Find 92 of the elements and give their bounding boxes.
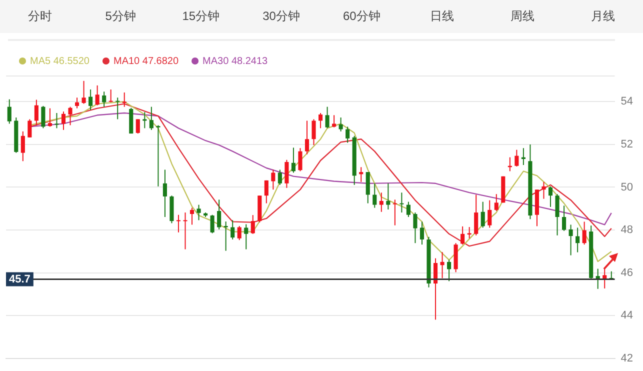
y-tick-label: 54 (620, 96, 634, 108)
candlestick (34, 99, 38, 126)
candlestick (149, 106, 154, 130)
text: 60分钟 (342, 8, 382, 25)
candlestick (54, 112, 59, 129)
y-tick-label: 52 (620, 138, 634, 150)
candlestick (244, 224, 248, 250)
candlestick (494, 194, 498, 212)
candlestick (230, 220, 235, 240)
y-tick-label: 46 (620, 266, 634, 279)
candlestick (440, 252, 444, 279)
candlestick (28, 118, 32, 138)
candlestick (278, 169, 282, 186)
ref-line-label: 45.7 (9, 273, 30, 286)
candlestick (555, 194, 560, 236)
candlestick (568, 224, 573, 256)
candlestick (224, 220, 228, 252)
candlestick (196, 204, 201, 221)
candlestick (190, 207, 194, 226)
candlestick (467, 226, 472, 239)
candlestick (346, 126, 350, 144)
y-tick-label: 42 (620, 352, 634, 364)
candlestick (7, 98, 12, 124)
candlestick (338, 117, 343, 132)
text: 30分钟 (262, 8, 301, 25)
candlestick (20, 130, 25, 162)
candlestick (136, 118, 140, 134)
candlestick (88, 88, 93, 111)
text: 5分钟 (104, 8, 137, 25)
text: 15分钟 (181, 8, 221, 25)
candlestick (379, 192, 384, 212)
legend-label: MA30 48.2413 (202, 56, 268, 67)
candlestick (237, 225, 242, 241)
candlestick (304, 120, 310, 155)
candlestick (514, 149, 519, 167)
candlestick (386, 182, 390, 210)
candlestick (460, 226, 465, 246)
candlestick (95, 84, 100, 106)
candlestick (61, 111, 66, 130)
candlestick (582, 221, 586, 246)
candlestick (480, 201, 485, 228)
candlestick (447, 259, 452, 282)
candlestick (74, 97, 80, 109)
y-tick-label: 48 (620, 224, 634, 236)
candlestick (291, 147, 296, 174)
candlestick (413, 212, 418, 244)
candlestick (366, 172, 370, 204)
y-tick-label: 50 (620, 181, 634, 194)
text: 周线 (509, 8, 536, 25)
candlestick (332, 114, 336, 128)
candlestick (542, 181, 546, 200)
candlestick (562, 205, 566, 232)
candlestick (142, 112, 147, 129)
candlestick (82, 80, 86, 104)
candlestick (392, 199, 397, 226)
candlestick (176, 214, 181, 233)
candlestick (162, 169, 167, 218)
y-tick-label: 44 (620, 310, 634, 322)
candlestick (250, 214, 255, 234)
candlestick (271, 169, 276, 190)
legend-label: MA5 46.5520 (30, 56, 90, 67)
candlestick (420, 221, 424, 246)
candlestick (108, 88, 113, 103)
candlestick (68, 106, 72, 126)
candlestick (122, 92, 126, 108)
text: 月线 (590, 8, 616, 25)
candlestick (433, 258, 438, 320)
candlestick (325, 106, 330, 129)
candlestick (102, 91, 106, 108)
candlestick (284, 159, 289, 188)
candlestick (156, 124, 160, 187)
candlestick (488, 200, 492, 228)
candlestick (576, 227, 580, 253)
legend-label: MA10 47.6820 (113, 56, 179, 67)
candlestick (400, 192, 404, 213)
candlestick (41, 105, 46, 129)
text: 分时 (27, 8, 54, 25)
candlestick (48, 108, 52, 128)
candlestick (217, 199, 222, 230)
candlestick (406, 201, 410, 218)
candlestick (116, 97, 120, 120)
candlestick (548, 186, 553, 208)
text: 日线 (429, 8, 456, 25)
candlestick (359, 166, 364, 182)
candlestick (372, 182, 377, 208)
candlestick (298, 148, 302, 172)
candlestick (183, 212, 188, 250)
candlestick (474, 194, 478, 236)
candlestick (264, 180, 268, 204)
candlestick (318, 112, 323, 129)
candlestick (312, 118, 316, 146)
candlestick (210, 214, 214, 234)
